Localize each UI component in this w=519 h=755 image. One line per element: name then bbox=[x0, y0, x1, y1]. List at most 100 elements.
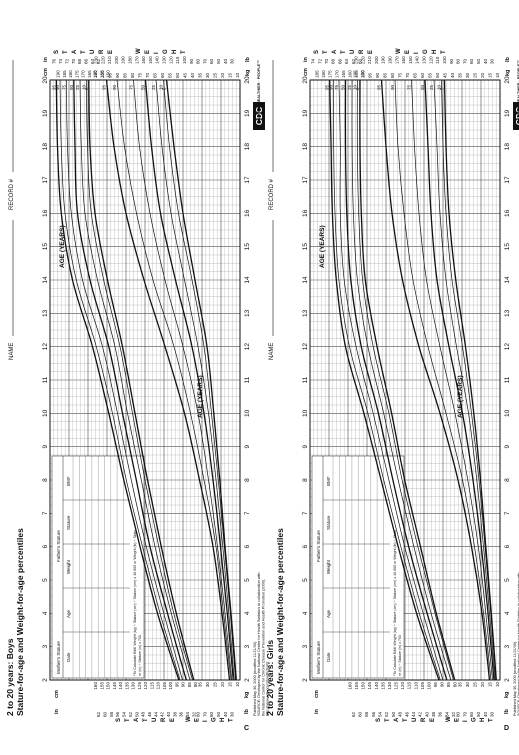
weight-kg-tick-left: 25 bbox=[473, 682, 478, 688]
age-tick-top: 6 bbox=[302, 544, 309, 548]
age-tick-bottom: 3 bbox=[244, 644, 251, 648]
weight-kg-tick-left: 30 bbox=[205, 682, 210, 688]
age-tick-bottom: 14 bbox=[244, 276, 251, 284]
weight-percentile-label: 95 bbox=[102, 84, 107, 90]
stature-percentile-label: 5 bbox=[84, 87, 89, 90]
stature-in-tick-right: 72 bbox=[317, 58, 322, 64]
cdc-tagline: SAFER · HEALTHIER · PEOPLE™ bbox=[257, 60, 261, 120]
stature-axis-letter-left: U bbox=[152, 718, 158, 722]
weight-percentile-curve bbox=[443, 79, 497, 681]
cdc-logo-box bbox=[253, 102, 265, 130]
age-tick-top: 11 bbox=[42, 376, 49, 383]
weight-lb-tick-right: 230 bbox=[94, 56, 99, 64]
unit-lb-right: lb bbox=[245, 56, 251, 62]
weight-lb-tick-right: 120 bbox=[168, 56, 173, 64]
age-tick-bottom: 6 bbox=[244, 544, 251, 548]
weight-kg-tick-left: 35 bbox=[458, 682, 463, 688]
weight-percentile-label: 25 bbox=[429, 84, 434, 90]
weight-percentile-label: 50 bbox=[420, 84, 425, 90]
girls-growth-chart-panel: 2 to 20 years: Girls Stature-for-age and … bbox=[265, 48, 519, 732]
stature-in-tick-right: 74 bbox=[58, 58, 63, 64]
stature-in-tick-left: 36 bbox=[438, 711, 443, 717]
age-tick-top: 12 bbox=[302, 343, 309, 351]
weight-axis-letter-right: E bbox=[145, 50, 151, 54]
unit-cm-left: cm bbox=[314, 690, 320, 698]
weight-percentile-curve bbox=[163, 79, 236, 681]
weight-axis-letter-left: E bbox=[455, 718, 461, 722]
record-label: RECORD # bbox=[269, 178, 275, 210]
stature-percentile-curve bbox=[338, 79, 444, 681]
age-tick-top: 15 bbox=[42, 243, 49, 251]
weight-axis-letter-right: I bbox=[154, 52, 160, 54]
weight-kg-tick-left: 20 bbox=[480, 682, 485, 688]
weight-kg-tick-right: 25 bbox=[213, 72, 218, 78]
weight-axis-letter-left: G bbox=[472, 717, 478, 722]
weight-lb-tick-right: 80 bbox=[196, 58, 201, 64]
unit-cm-right: cm bbox=[43, 68, 49, 76]
footer-line: http://www.cdc.gov/growthcharts bbox=[266, 661, 270, 716]
weight-lb-tick-left: 50 bbox=[216, 711, 221, 717]
age-tick-bottom: 16 bbox=[504, 209, 511, 217]
table-header: Stature bbox=[326, 515, 331, 530]
age-tick-bottom: 9 bbox=[244, 444, 251, 448]
weight-lb-tick-left: 50 bbox=[476, 711, 481, 717]
weight-kg-tick-right: 70 bbox=[145, 72, 150, 78]
weight-kg-tick-left: 35 bbox=[198, 682, 203, 688]
weight-percentile-curve bbox=[394, 79, 492, 681]
stature-cm-tick-left: 140 bbox=[374, 682, 379, 690]
weight-kg-tick-right: 75 bbox=[138, 72, 143, 78]
unit-kg-right: kg bbox=[505, 70, 511, 76]
age-tick-bottom: 19 bbox=[244, 109, 251, 117]
weight-lb-tick-right: 170 bbox=[394, 56, 399, 64]
weight-percentile-label: 90 bbox=[112, 84, 117, 90]
weight-kg-tick-right: 95 bbox=[368, 72, 373, 78]
bmi-note: *To Calculate BMI: Weight (kg) ÷ Stature… bbox=[133, 530, 137, 676]
stature-cm-tick-left: 135 bbox=[380, 682, 385, 690]
unit-cm-left: cm bbox=[54, 690, 60, 698]
stature-axis-letter-right: E bbox=[368, 50, 374, 54]
table-header: Weight bbox=[326, 559, 331, 574]
stature-in-tick-left: 42 bbox=[160, 711, 165, 717]
weight-percentile-label: 5 bbox=[162, 87, 167, 90]
stature-in-tick-left: 52 bbox=[128, 711, 133, 717]
footer-line: Published May 30, 2000 (modified 11/21/0… bbox=[253, 641, 257, 716]
cdc-logo-text: CDC bbox=[514, 107, 519, 125]
stature-percentile-label: 25 bbox=[347, 84, 352, 90]
stature-in-tick-left: 54 bbox=[378, 711, 383, 717]
weight-axis-letter-right: T bbox=[181, 50, 187, 54]
stature-axis-letter-left: U bbox=[412, 718, 418, 722]
stature-cm-tick-left: 85 bbox=[446, 682, 451, 688]
bmi-note-cont: re (in) ÷ Stature (in) x 703 bbox=[398, 635, 402, 676]
stature-cm-tick-left: 120 bbox=[400, 682, 405, 690]
stature-percentile-label: 10 bbox=[81, 84, 86, 90]
age-tick-bottom: 6 bbox=[504, 544, 511, 548]
weight-percentile-curve bbox=[116, 79, 232, 681]
stature-in-tick-right: 70 bbox=[324, 58, 329, 64]
weight-lb-tick-left: 30 bbox=[490, 711, 495, 717]
weight-axis-letter-right: H bbox=[432, 50, 438, 54]
stature-axis-letter-right: U bbox=[350, 50, 356, 54]
stature-cm-tick-left: 150 bbox=[106, 682, 111, 690]
weight-kg-tick-right: 50 bbox=[175, 72, 180, 78]
stature-cm-tick-left: 105 bbox=[162, 682, 167, 690]
age-tick-bottom: 7 bbox=[504, 511, 511, 515]
unit-in-left: in bbox=[54, 708, 60, 714]
table-header: Age bbox=[326, 609, 331, 618]
grid-frame bbox=[49, 79, 241, 681]
weight-lb-tick-left: 40 bbox=[483, 711, 488, 717]
stature-in-tick-right: 64 bbox=[90, 58, 95, 64]
stature-axis-letter-right: U bbox=[90, 50, 96, 54]
stature-in-tick-right: 70 bbox=[71, 58, 76, 64]
weight-kg-tick-right: 35 bbox=[198, 72, 203, 78]
weight-axis-letter-left: E bbox=[195, 718, 201, 722]
record-table-box bbox=[51, 455, 145, 679]
age-tick-top: 15 bbox=[302, 243, 309, 251]
weight-lb-tick-left: 40 bbox=[223, 711, 228, 717]
weight-percentile-label: 50 bbox=[141, 84, 146, 90]
stature-cm-tick-right: 160 bbox=[347, 70, 352, 78]
stature-cm-tick-left: 85 bbox=[187, 682, 192, 688]
unit-lb-right: lb bbox=[505, 56, 511, 62]
stature-cm-tick-right: 180 bbox=[321, 70, 326, 78]
weight-kg-tick-right: 105 bbox=[93, 70, 98, 78]
